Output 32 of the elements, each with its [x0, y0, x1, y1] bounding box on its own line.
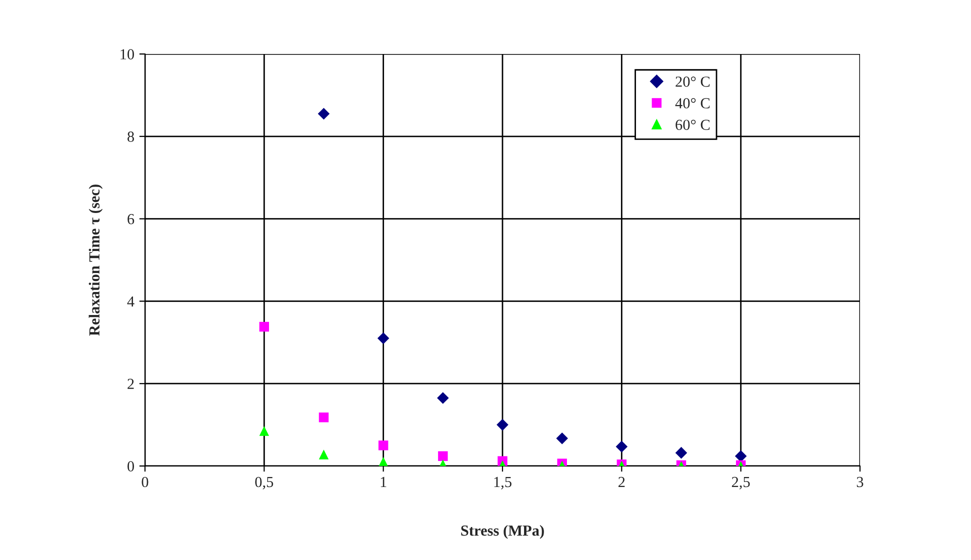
x-tick-label: 0,5: [255, 476, 274, 490]
point: [259, 322, 270, 332]
y-tick-label: 0: [128, 461, 134, 472]
y-tick-label: 2: [128, 378, 134, 389]
point: [616, 440, 628, 453]
point: [496, 418, 508, 431]
x-axis-title: Stress (MPa): [461, 524, 544, 539]
point: [675, 446, 688, 459]
point: [438, 451, 448, 461]
y-tick-label: 4: [127, 296, 134, 306]
point: [437, 392, 449, 404]
point: [259, 426, 270, 436]
y-tick-label: 10: [120, 49, 134, 60]
point: [377, 332, 390, 344]
point: [378, 457, 388, 466]
y-tick-label: 8: [128, 132, 134, 142]
x-tick-label: 2,5: [732, 476, 750, 490]
y-tick-label: 6: [128, 214, 134, 224]
legend-label: 40° C: [675, 98, 710, 108]
point: [556, 432, 568, 444]
x-tick-label: 0: [142, 476, 148, 488]
x-tick-label: 3: [856, 476, 864, 488]
point: [378, 440, 388, 450]
point: [318, 108, 330, 120]
x-tick-label: 2: [618, 476, 625, 488]
y-axis-title: Relaxation Time τ (sec): [88, 184, 103, 336]
point: [318, 450, 329, 460]
point: [318, 412, 329, 422]
x-tick-label: 1: [380, 476, 386, 488]
legend-label: 60° C: [676, 120, 710, 130]
x-tick-label: 1,5: [494, 476, 512, 490]
legend-label: 20° C: [676, 76, 710, 87]
